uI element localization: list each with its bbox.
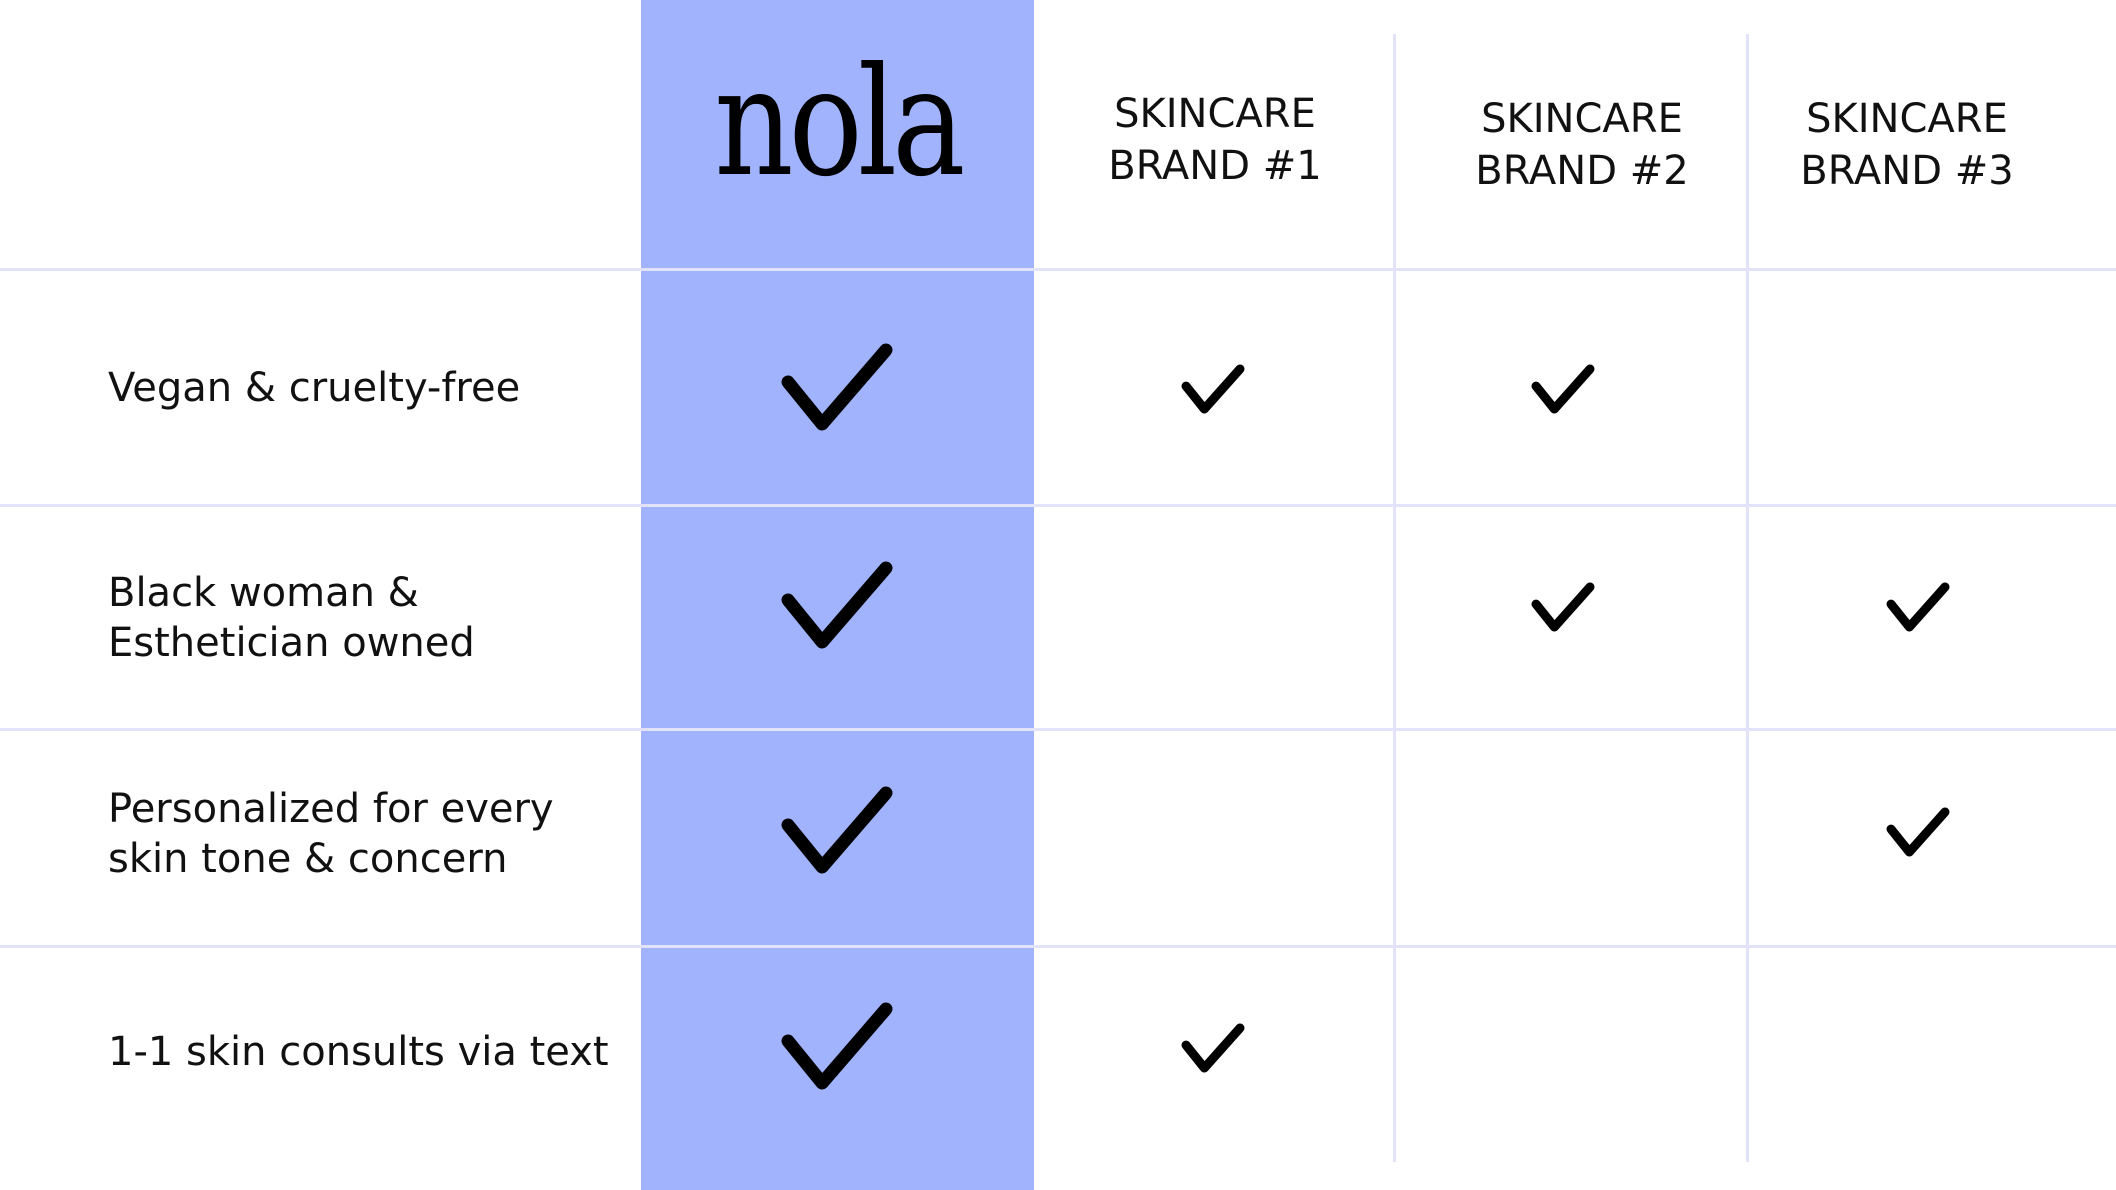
brand-header-line: SKINCARE (1114, 91, 1316, 137)
brand-header-line: BRAND #1 (1108, 143, 1322, 189)
brand-header-line: BRAND #3 (1800, 148, 2014, 194)
checkmark-icon (1527, 360, 1599, 418)
feature-line: Black woman & (108, 570, 419, 616)
feature-line: Vegan & cruelty-free (108, 365, 521, 411)
feature-line: Esthetician owned (108, 620, 475, 666)
nola-logo: nola (714, 36, 965, 210)
brand-header-line: SKINCARE (1806, 96, 2008, 142)
checkmark-icon (775, 337, 899, 437)
checkmark-icon (1882, 803, 1954, 861)
nola-highlight-column (641, 0, 1034, 1190)
brand-2-header: SKINCARE BRAND #2 (1432, 93, 1732, 197)
checkmark-icon (1882, 578, 1954, 636)
column-divider (1746, 34, 1749, 1162)
row-divider (0, 945, 2116, 948)
checkmark-icon (1527, 578, 1599, 636)
row-divider (0, 728, 2116, 731)
feature-label: Vegan & cruelty-free (108, 363, 520, 413)
row-divider (0, 268, 2116, 271)
checkmark-icon (775, 996, 899, 1096)
checkmark-icon (1177, 360, 1249, 418)
checkmark-icon (1177, 1019, 1249, 1077)
feature-label: Personalized for every skin tone & concer… (108, 784, 554, 884)
brand-header-line: BRAND #2 (1475, 148, 1689, 194)
checkmark-icon (775, 555, 899, 655)
brand-header-line: SKINCARE (1481, 96, 1683, 142)
feature-label: 1-1 skin consults via text (108, 1027, 609, 1077)
feature-label: Black woman & Esthetician owned (108, 568, 475, 668)
feature-line: Personalized for every (108, 786, 554, 832)
brand-3-header: SKINCARE BRAND #3 (1757, 93, 2057, 197)
brand-1-header: SKINCARE BRAND #1 (1065, 88, 1365, 192)
column-divider (1393, 34, 1396, 1162)
feature-line: 1-1 skin consults via text (108, 1029, 609, 1075)
checkmark-icon (775, 780, 899, 880)
row-divider (0, 504, 2116, 507)
feature-line: skin tone & concern (108, 836, 508, 882)
